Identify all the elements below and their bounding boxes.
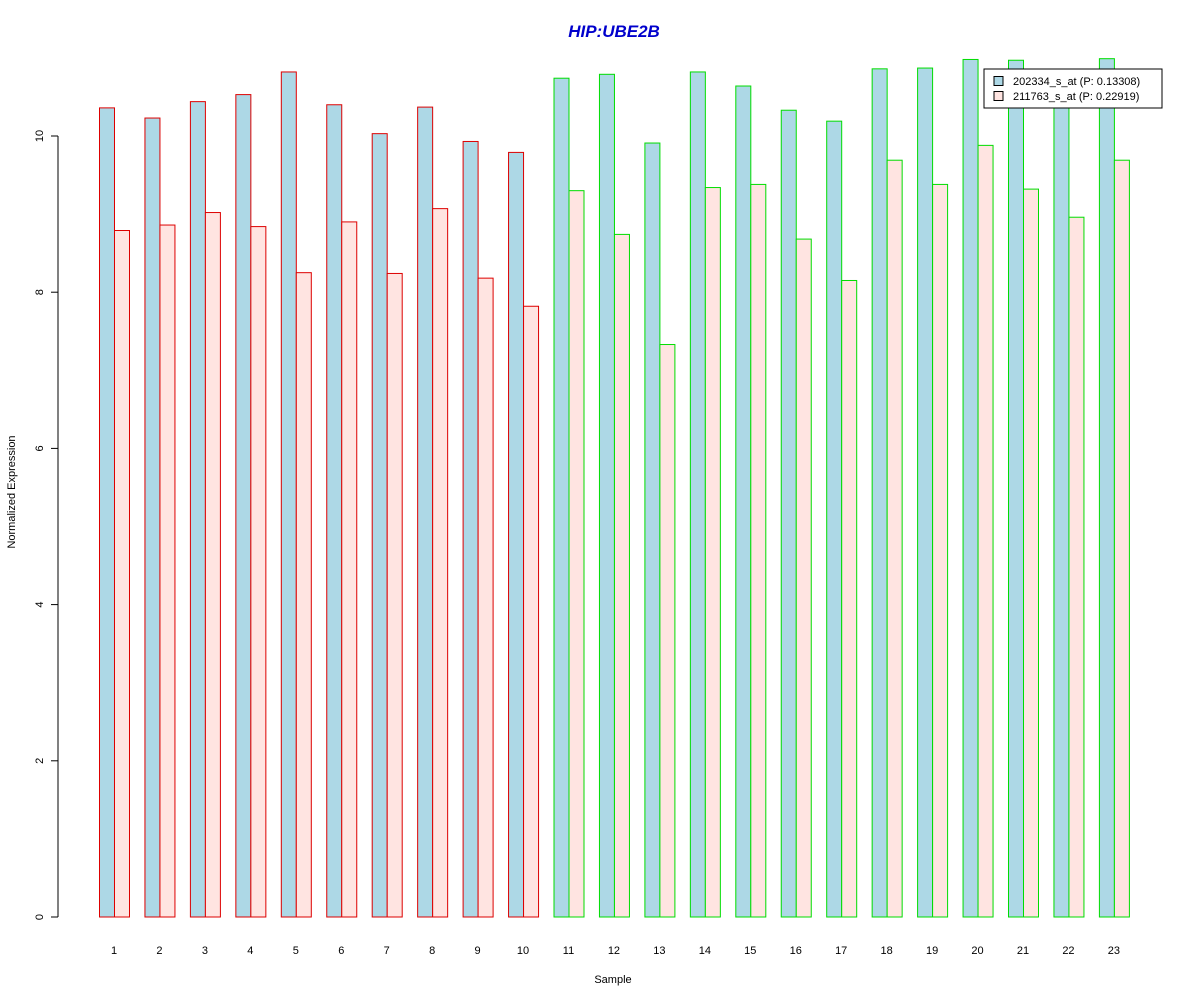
y-axis-label: Normalized Expression <box>6 435 18 548</box>
bar <box>1113 159 1130 918</box>
x-axis-tick-label: 7 <box>384 945 390 957</box>
legend-box <box>983 68 1163 109</box>
bar <box>1098 58 1115 918</box>
bar <box>826 120 843 918</box>
bar <box>704 187 721 918</box>
bar <box>295 272 312 918</box>
bar <box>750 183 767 918</box>
bar <box>204 212 221 918</box>
bar <box>1008 59 1024 918</box>
bar <box>477 277 494 918</box>
x-axis-tick-label: 13 <box>653 945 665 957</box>
y-axis-tick-label: 10 <box>34 130 46 142</box>
y-axis-tick-label: 4 <box>34 602 46 608</box>
bar <box>280 71 297 918</box>
bar <box>598 73 615 918</box>
bar <box>1053 96 1070 918</box>
bar <box>780 109 797 918</box>
bar <box>735 85 752 918</box>
bar <box>523 305 540 918</box>
y-axis-tick-label: 2 <box>34 758 46 764</box>
bar <box>508 151 525 918</box>
bar <box>644 142 661 918</box>
bar <box>795 238 812 918</box>
legend-label: 211763_s_at (P: 0.22919) <box>1013 91 1139 103</box>
legend-swatch <box>993 91 1004 101</box>
x-axis-tick-label: 3 <box>202 945 208 957</box>
bar <box>659 344 676 918</box>
x-axis-tick-label: 14 <box>699 945 711 957</box>
y-axis: 0 2 4 6 8 10 <box>34 130 59 920</box>
bar <box>114 230 130 918</box>
x-axis-tick-label: 23 <box>1108 945 1120 957</box>
bar <box>977 144 994 918</box>
bar <box>432 208 449 918</box>
bar <box>689 71 706 918</box>
bar <box>871 68 888 918</box>
x-axis-tick-label: 18 <box>881 945 893 957</box>
bar <box>235 94 252 918</box>
y-axis-tick-label: 6 <box>34 445 46 451</box>
x-axis-tick-label: 9 <box>475 945 481 957</box>
bar <box>144 117 161 918</box>
legend-label: 202334_s_at (P: 0.13308) <box>1013 76 1140 88</box>
bar <box>189 101 206 918</box>
bar <box>417 106 434 918</box>
x-axis-tick-labels: 1 2 3 4 5 6 7 8 9 10 11 12 13 14 15 16 17 18 19 20 21 22 23 <box>111 945 1120 957</box>
x-axis-tick-label: 21 <box>1017 945 1029 957</box>
x-axis-tick-label: 20 <box>971 945 983 957</box>
x-axis-tick-label: 12 <box>608 945 620 957</box>
x-axis-tick-label: 16 <box>790 945 802 957</box>
x-axis-tick-label: 19 <box>926 945 938 957</box>
bar <box>341 221 358 918</box>
x-axis-tick-label: 15 <box>744 945 756 957</box>
y-axis-tick-label: 8 <box>34 289 46 295</box>
legend: 202334_s_at (P: 0.13308) 211763_s_at (P: … <box>983 68 1163 109</box>
x-axis-tick-label: 10 <box>517 945 529 957</box>
y-axis-tick-label: 0 <box>34 914 46 920</box>
x-axis-tick-label: 22 <box>1062 945 1074 957</box>
bar <box>159 224 176 918</box>
bar <box>1023 188 1039 918</box>
bar <box>371 133 388 918</box>
bar <box>462 140 479 918</box>
bar <box>553 77 570 918</box>
x-axis-label: Sample <box>594 974 631 986</box>
bar <box>841 279 858 918</box>
bar <box>568 190 585 918</box>
bar <box>932 183 949 918</box>
x-axis-tick-label: 11 <box>563 945 574 957</box>
bar <box>613 233 630 918</box>
bar <box>326 104 343 918</box>
bars <box>99 58 1130 918</box>
x-axis-tick-label: 5 <box>293 945 299 957</box>
bar <box>962 58 979 918</box>
bar <box>1068 216 1085 918</box>
legend-swatch <box>993 76 1004 86</box>
x-axis-tick-label: 2 <box>156 945 162 957</box>
x-axis-tick-label: 17 <box>835 945 847 957</box>
bar <box>250 226 267 918</box>
x-axis-tick-label: 6 <box>338 945 344 957</box>
x-axis-tick-label: 1 <box>111 945 117 957</box>
bar <box>386 272 403 918</box>
bar <box>99 107 115 918</box>
chart-title: HIP:UBE2B <box>568 22 660 41</box>
x-axis-tick-label: 4 <box>247 945 253 957</box>
bar <box>917 67 934 918</box>
bar <box>886 159 903 918</box>
x-axis-tick-label: 8 <box>429 945 435 957</box>
